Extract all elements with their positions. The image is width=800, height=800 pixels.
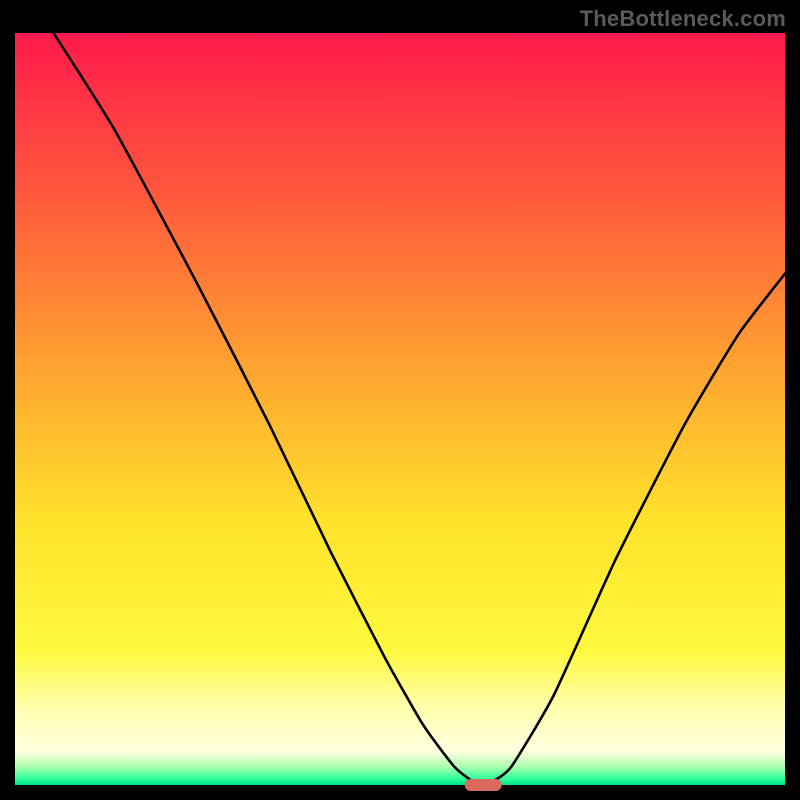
chart-svg (0, 0, 800, 800)
watermark-text: TheBottleneck.com (580, 6, 786, 32)
bottleneck-chart: TheBottleneck.com (0, 0, 800, 800)
plot-area (15, 33, 785, 785)
optimal-marker (465, 779, 502, 791)
